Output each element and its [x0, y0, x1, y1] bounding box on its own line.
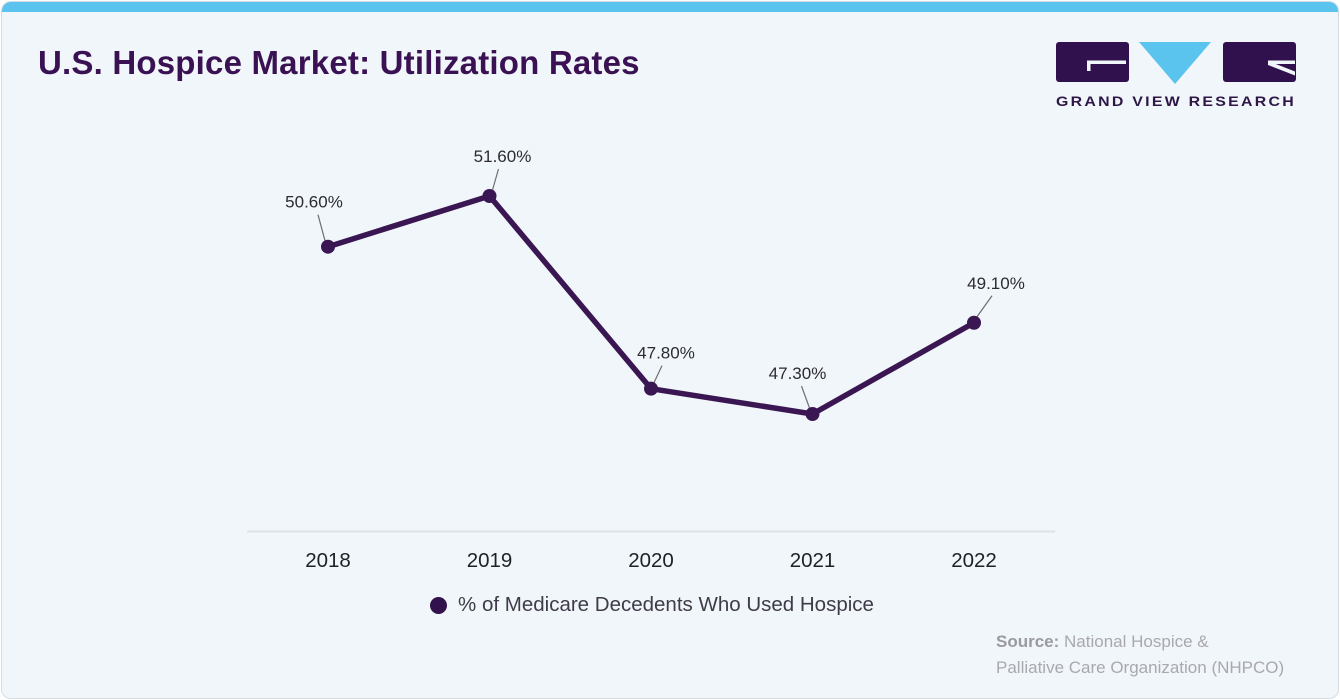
source-note: Source: National Hospice & Palliative Ca…	[996, 629, 1326, 680]
data-label-leader-line	[491, 168, 500, 191]
legend-label: % of Medicare Decedents Who Used Hospice	[458, 593, 874, 616]
x-axis-tick-label: 2021	[790, 549, 836, 572]
x-axis-tick-label: 2020	[628, 549, 674, 572]
data-point	[644, 381, 658, 396]
data-label-leader-line	[317, 214, 326, 241]
logo-r-bar	[1268, 60, 1295, 64]
source-line1: National Hospice &	[1064, 632, 1209, 651]
chart-legend: % of Medicare Decedents Who Used Hospice	[247, 592, 1057, 618]
data-point-label: 49.10%	[967, 274, 1025, 293]
logo-r-leg	[1268, 61, 1295, 76]
x-axis-tick-label: 2018	[305, 549, 351, 572]
x-axis-tick-label: 2022	[951, 549, 997, 572]
data-label-leader-line	[800, 385, 811, 409]
data-point-label: 50.60%	[285, 193, 343, 212]
data-point	[805, 407, 820, 422]
legend-marker-icon	[430, 596, 448, 614]
source-line2: Palliative Care Organization (NHPCO)	[996, 657, 1285, 677]
logo-g-mark	[1087, 60, 1126, 71]
chart-title: U.S. Hospice Market: Utilization Rates	[38, 44, 640, 81]
logo-brand-text: GRAND VIEW RESEARCH	[1056, 93, 1296, 109]
logo-r-block	[1223, 42, 1296, 82]
series-line	[325, 193, 977, 417]
source-prefix: Source:	[996, 632, 1060, 651]
data-point-label: 47.80%	[637, 344, 695, 363]
top-accent-bar	[2, 2, 1338, 12]
data-point-label: 47.30%	[769, 364, 827, 383]
data-point-label: 51.60%	[474, 147, 532, 166]
data-point	[482, 189, 497, 203]
data-point	[967, 315, 981, 330]
logo-v-triangle	[1139, 42, 1211, 84]
gvr-logo: GRAND VIEW RESEARCH	[1056, 42, 1296, 110]
x-axis-tick-label: 2019	[467, 549, 513, 572]
data-label-leader-line	[653, 365, 663, 383]
data-label-leader-line	[976, 295, 993, 318]
data-point	[321, 239, 335, 254]
